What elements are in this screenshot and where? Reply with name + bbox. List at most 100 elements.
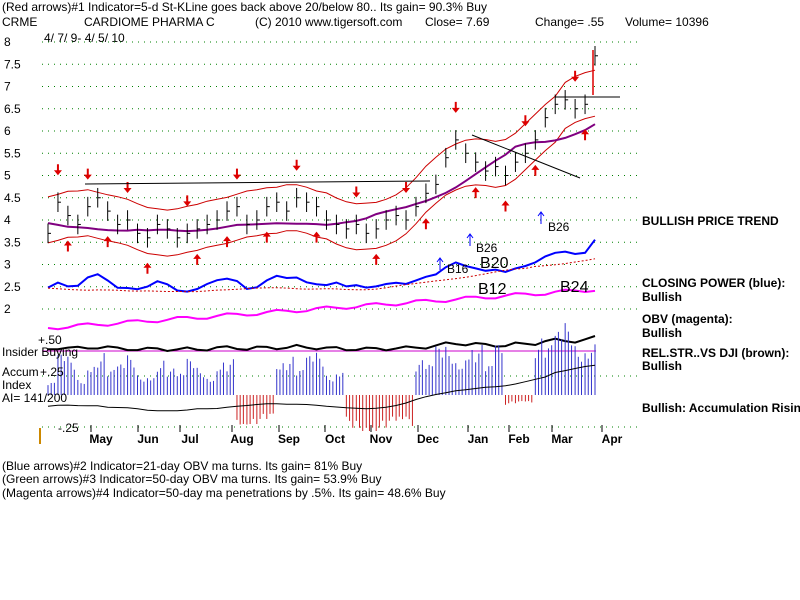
- up-arrow: [531, 164, 540, 176]
- osc-tick-neg025: -.25: [58, 421, 79, 435]
- x-tick-label: Jun: [137, 432, 158, 446]
- y-tick-label: 2.5: [4, 280, 21, 294]
- accum-label-2: Index: [2, 378, 31, 392]
- y-tick-label: 5.5: [4, 146, 21, 160]
- upper-band: [47, 69, 596, 211]
- header-change: Change= .55: [535, 15, 604, 29]
- trend-label: BULLISH PRICE TREND: [642, 214, 779, 228]
- up-arrow: [312, 231, 321, 243]
- blue-buy-arrow: [436, 257, 444, 270]
- signal-b26-2: B26: [548, 220, 570, 234]
- x-tick-label: Jul: [181, 432, 198, 446]
- y-tick-label: 4: [4, 213, 11, 227]
- oscillator-lines: [47, 239, 596, 353]
- header-symbol: CRME: [2, 15, 37, 29]
- x-axis-ticks: May Jun Jul Aug Sep Oct Nov Dec Jan Feb Mar Apr: [89, 425, 623, 446]
- accumulation-histogram: [47, 323, 596, 431]
- price-bars: [47, 46, 598, 248]
- up-arrow: [63, 240, 72, 252]
- accum-ma-line: [47, 364, 596, 412]
- x-tick-label: Mar: [551, 432, 573, 446]
- closing-power-ma: [47, 258, 596, 293]
- osc-tick-025: +.25: [40, 365, 64, 379]
- up-arrow: [262, 231, 271, 243]
- down-arrow: [352, 186, 361, 198]
- y-tick-label: 2: [4, 302, 11, 316]
- osc-tick-050: +.50: [38, 333, 62, 347]
- header-volume: Volume= 10396: [625, 15, 709, 29]
- blue-buy-arrow: [537, 211, 545, 224]
- footer-line-1: (Blue arrows)#2 Indicator=21-day OBV ma …: [2, 459, 362, 473]
- x-tick-label: Aug: [230, 432, 253, 446]
- ai-label: AI= 141/200: [2, 391, 67, 405]
- rel-strength-title: REL.STR..VS DJI (brown):: [642, 346, 789, 360]
- header-close: Close= 7.69: [425, 15, 490, 29]
- blue-buy-arrow: [466, 233, 474, 246]
- down-arrow: [451, 101, 460, 113]
- up-arrow: [223, 236, 232, 248]
- closing-power-line: [47, 239, 596, 293]
- y-tick-label: 3.5: [4, 235, 21, 249]
- signal-b26: B26: [476, 241, 498, 255]
- signal-b20: B20: [480, 255, 509, 272]
- x-tick-label: May: [89, 432, 113, 446]
- footer-line-2: (Green arrows)#3 Indicator=50-day OBV ma…: [2, 472, 382, 486]
- x-tick-label: Sep: [278, 432, 300, 446]
- up-arrow: [193, 253, 202, 265]
- closing-power-value: Bullish: [642, 290, 682, 304]
- y-tick-label: 8: [4, 35, 11, 49]
- header-copyright: (C) 2010 www.tigersoft.com: [255, 15, 402, 29]
- obv-value: Bullish: [642, 326, 682, 340]
- up-arrow: [471, 187, 480, 199]
- down-arrow: [521, 115, 530, 127]
- y-tick-label: 6: [4, 124, 11, 138]
- x-tick-label: Apr: [602, 432, 623, 446]
- resistance-line: [84, 180, 431, 185]
- signal-b16: B16: [447, 262, 469, 276]
- y-tick-label: 6.5: [4, 102, 21, 116]
- closing-power-title: CLOSING POWER (blue):: [642, 276, 785, 290]
- down-arrow: [53, 164, 62, 176]
- down-arrow: [292, 159, 301, 171]
- x-tick-label: Oct: [325, 432, 345, 446]
- down-arrow: [232, 168, 241, 180]
- x-tick-label: Feb: [508, 432, 529, 446]
- obv-title: OBV (magenta):: [642, 312, 733, 326]
- down-arrow: [183, 195, 192, 207]
- up-arrow: [501, 200, 510, 212]
- signal-arrows: [53, 70, 590, 274]
- down-arrow: [571, 70, 580, 82]
- down-arrow: [402, 182, 411, 193]
- x-tick-label: Jan: [468, 432, 489, 446]
- y-tick-label: 4.5: [4, 191, 21, 205]
- ma50-line: [47, 123, 596, 233]
- down-arrow: [123, 182, 132, 193]
- header-indicator-line: (Red arrows)#1 Indicator=5-d St-KLine go…: [2, 0, 487, 14]
- x-tick-label: Nov: [370, 432, 393, 446]
- header-date-range: 4/ 7/ 9- 4/ 5/ 10: [44, 31, 125, 45]
- y-tick-label: 3: [4, 258, 11, 272]
- downtrend-line: [471, 134, 581, 179]
- rel-strength-value: Bullish: [642, 359, 682, 373]
- up-arrow: [581, 129, 590, 141]
- x-tick-label: Dec: [417, 432, 439, 446]
- price-bands: [47, 69, 596, 257]
- y-tick-label: 7: [4, 80, 11, 94]
- footer-line-3: (Magenta arrows)#4 Indicator=50-day ma p…: [2, 486, 446, 500]
- header-company: CARDIOME PHARMA C: [84, 15, 215, 29]
- down-arrow: [83, 168, 92, 180]
- y-tick-label: 5: [4, 169, 11, 183]
- y-tick-label: 7.5: [4, 57, 21, 71]
- up-arrow: [103, 236, 112, 248]
- obv-line: [47, 288, 596, 331]
- lower-band: [47, 115, 596, 257]
- signal-b12: B12: [478, 281, 507, 298]
- up-arrow: [372, 253, 381, 265]
- accum-label-1: Accum: [2, 365, 39, 379]
- signal-b24: B24: [560, 279, 589, 296]
- accumulation-label: Bullish: Accumulation Rising: [642, 401, 800, 415]
- rel-strength-line: [47, 335, 596, 353]
- y-axis-ticks: 8 7.5 7 6.5 6 5.5 5 4.5 4 3.5 3 2.5 2: [4, 35, 21, 316]
